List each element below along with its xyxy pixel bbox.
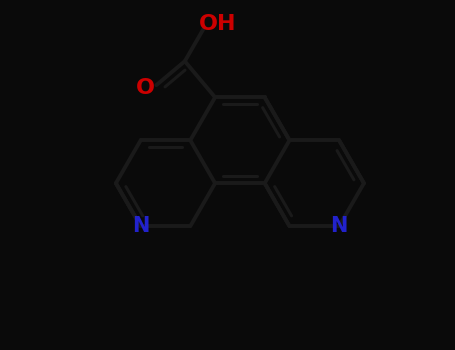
Text: N: N — [132, 216, 149, 236]
Text: O: O — [136, 78, 155, 98]
Text: N: N — [330, 216, 348, 236]
Text: OH: OH — [198, 14, 236, 34]
